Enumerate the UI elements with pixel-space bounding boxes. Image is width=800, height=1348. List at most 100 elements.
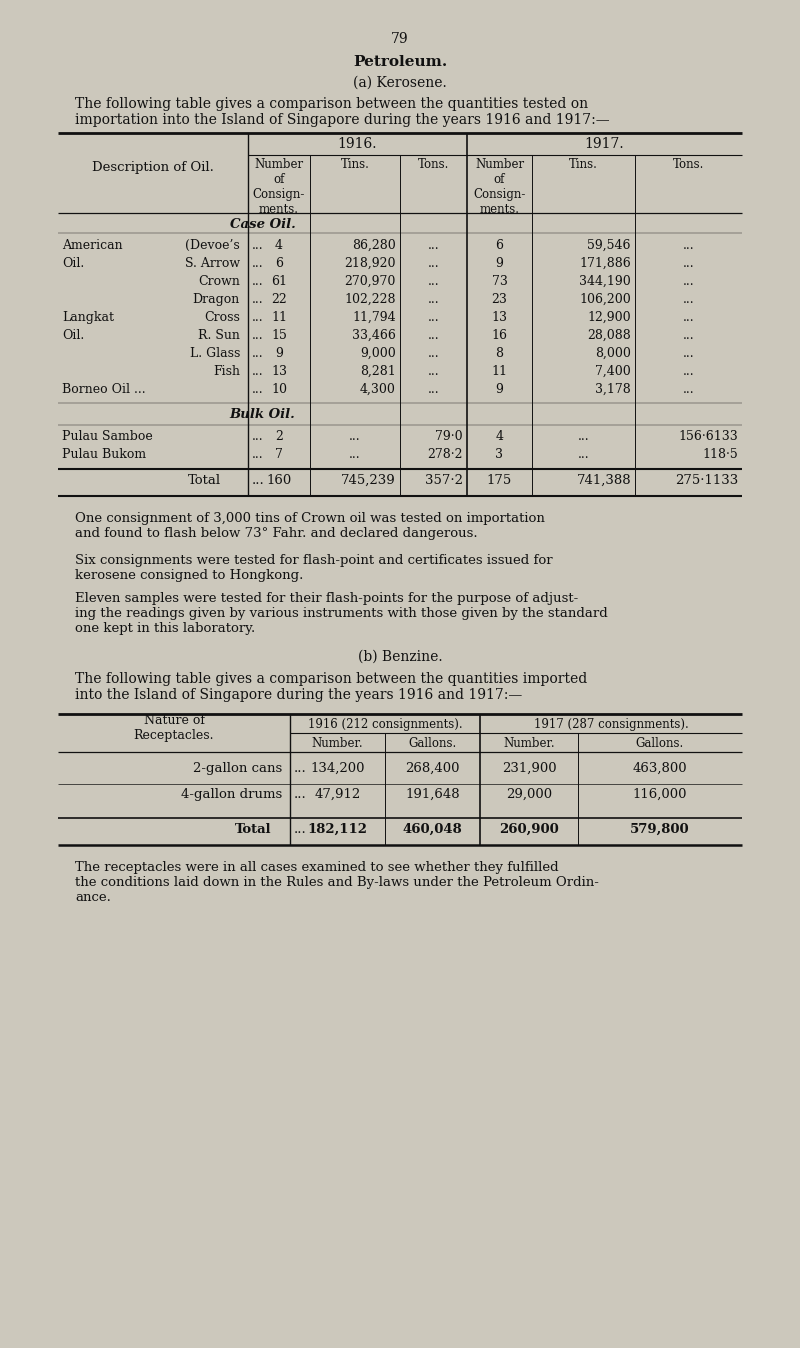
- Text: ...: ...: [428, 293, 439, 306]
- Text: 218,920: 218,920: [345, 257, 396, 270]
- Text: ...: ...: [294, 789, 306, 801]
- Text: Description of Oil.: Description of Oil.: [92, 162, 214, 174]
- Text: 9: 9: [275, 346, 283, 360]
- Text: L. Glass: L. Glass: [190, 346, 240, 360]
- Text: ...: ...: [252, 311, 264, 324]
- Text: 1916 (212 consignments).: 1916 (212 consignments).: [308, 718, 462, 731]
- Text: ...: ...: [252, 474, 265, 487]
- Text: The following table gives a comparison between the quantities tested on
importat: The following table gives a comparison b…: [75, 97, 610, 127]
- Text: 106,200: 106,200: [579, 293, 631, 306]
- Text: 3: 3: [495, 448, 503, 461]
- Text: ...: ...: [578, 448, 590, 461]
- Text: 12,900: 12,900: [587, 311, 631, 324]
- Text: ...: ...: [428, 239, 439, 252]
- Text: 1917 (287 consignments).: 1917 (287 consignments).: [534, 718, 688, 731]
- Text: Number
of
Consign-
ments.: Number of Consign- ments.: [253, 158, 305, 216]
- Text: ...: ...: [252, 275, 264, 288]
- Text: (Devoe’s: (Devoe’s: [186, 239, 240, 252]
- Text: 61: 61: [271, 275, 287, 288]
- Text: ...: ...: [578, 430, 590, 443]
- Text: 4: 4: [495, 430, 503, 443]
- Text: Langkat: Langkat: [62, 311, 114, 324]
- Text: 1916.: 1916.: [338, 137, 378, 151]
- Text: The receptacles were in all cases examined to see whether they fulfilled
the con: The receptacles were in all cases examin…: [75, 861, 599, 905]
- Text: ...: ...: [252, 365, 264, 377]
- Text: Gallons.: Gallons.: [636, 737, 684, 749]
- Text: ...: ...: [428, 365, 439, 377]
- Text: ...: ...: [428, 311, 439, 324]
- Text: 8,281: 8,281: [360, 365, 396, 377]
- Text: ...: ...: [349, 430, 361, 443]
- Text: 102,228: 102,228: [345, 293, 396, 306]
- Text: Oil.: Oil.: [62, 257, 84, 270]
- Text: 9,000: 9,000: [360, 346, 396, 360]
- Text: Tins.: Tins.: [341, 158, 370, 171]
- Text: 745,239: 745,239: [342, 474, 396, 487]
- Text: ...: ...: [252, 346, 264, 360]
- Text: Pulau Samboe: Pulau Samboe: [62, 430, 153, 443]
- Text: 11: 11: [491, 365, 507, 377]
- Text: Case Oil.: Case Oil.: [230, 218, 295, 231]
- Text: S. Arrow: S. Arrow: [185, 257, 240, 270]
- Text: 4,300: 4,300: [360, 383, 396, 396]
- Text: ...: ...: [294, 762, 306, 775]
- Text: ...: ...: [428, 257, 439, 270]
- Text: American: American: [62, 239, 122, 252]
- Text: Number.: Number.: [312, 737, 363, 749]
- Text: ...: ...: [682, 383, 694, 396]
- Text: ...: ...: [252, 257, 264, 270]
- Text: 278·2: 278·2: [427, 448, 463, 461]
- Text: 275·1133: 275·1133: [674, 474, 738, 487]
- Text: 2-gallon cans: 2-gallon cans: [193, 762, 282, 775]
- Text: ...: ...: [428, 329, 439, 342]
- Text: 270,970: 270,970: [345, 275, 396, 288]
- Text: ...: ...: [252, 239, 264, 252]
- Text: Oil.: Oil.: [62, 329, 84, 342]
- Text: ...: ...: [428, 346, 439, 360]
- Text: 118·5: 118·5: [702, 448, 738, 461]
- Text: 134,200: 134,200: [310, 762, 365, 775]
- Text: 116,000: 116,000: [633, 789, 687, 801]
- Text: 73: 73: [491, 275, 507, 288]
- Text: ...: ...: [682, 257, 694, 270]
- Text: 463,800: 463,800: [633, 762, 687, 775]
- Text: 13: 13: [491, 311, 507, 324]
- Text: ...: ...: [294, 824, 306, 836]
- Text: ...: ...: [682, 346, 694, 360]
- Text: 6: 6: [495, 239, 503, 252]
- Text: Dragon: Dragon: [193, 293, 240, 306]
- Text: Petroleum.: Petroleum.: [353, 55, 447, 69]
- Text: ...: ...: [682, 311, 694, 324]
- Text: 156·6133: 156·6133: [678, 430, 738, 443]
- Text: 86,280: 86,280: [352, 239, 396, 252]
- Text: ...: ...: [682, 275, 694, 288]
- Text: ...: ...: [682, 365, 694, 377]
- Text: 13: 13: [271, 365, 287, 377]
- Text: 260,900: 260,900: [499, 824, 559, 836]
- Text: 79·0: 79·0: [435, 430, 463, 443]
- Text: Eleven samples were tested for their flash-points for the purpose of adjust-
ing: Eleven samples were tested for their fla…: [75, 592, 608, 635]
- Text: 47,912: 47,912: [314, 789, 361, 801]
- Text: 231,900: 231,900: [502, 762, 556, 775]
- Text: Borneo Oil ...: Borneo Oil ...: [62, 383, 146, 396]
- Text: 15: 15: [271, 329, 287, 342]
- Text: 16: 16: [491, 329, 507, 342]
- Text: Pulau Bukom: Pulau Bukom: [62, 448, 146, 461]
- Text: 7: 7: [275, 448, 283, 461]
- Text: ...: ...: [682, 293, 694, 306]
- Text: 23: 23: [491, 293, 507, 306]
- Text: ...: ...: [252, 293, 264, 306]
- Text: 460,048: 460,048: [402, 824, 462, 836]
- Text: Total: Total: [235, 824, 272, 836]
- Text: ...: ...: [252, 448, 264, 461]
- Text: ...: ...: [428, 383, 439, 396]
- Text: Number
of
Consign-
ments.: Number of Consign- ments.: [474, 158, 526, 216]
- Text: 1917.: 1917.: [585, 137, 624, 151]
- Text: 175: 175: [487, 474, 512, 487]
- Text: 6: 6: [275, 257, 283, 270]
- Text: 7,400: 7,400: [595, 365, 631, 377]
- Text: Tins.: Tins.: [569, 158, 598, 171]
- Text: Six consignments were tested for flash-point and certificates issued for
kerosen: Six consignments were tested for flash-p…: [75, 554, 553, 582]
- Text: 2: 2: [275, 430, 283, 443]
- Text: Tons.: Tons.: [418, 158, 449, 171]
